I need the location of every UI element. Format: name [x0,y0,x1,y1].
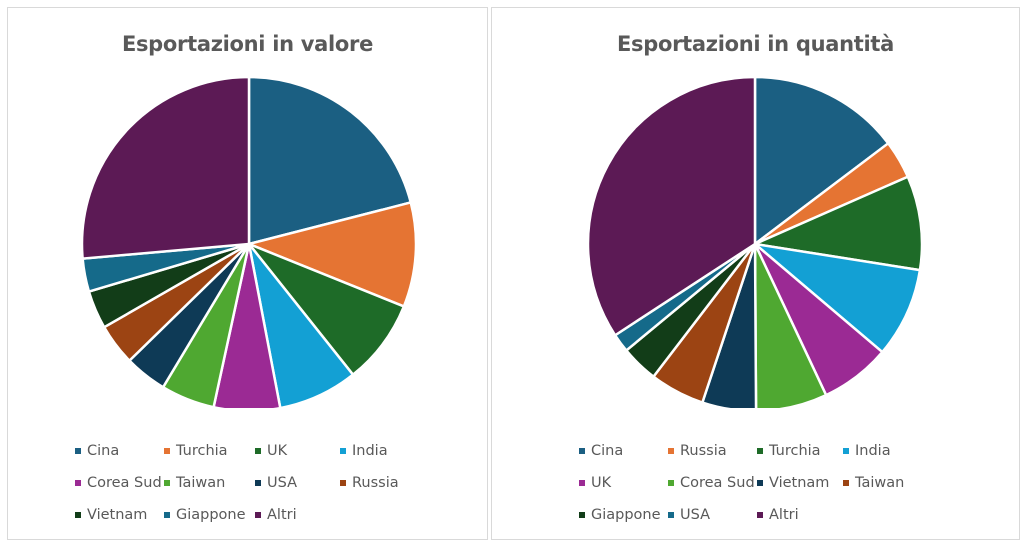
legend-swatch-icon [340,448,346,454]
chart-legend: Cina Turchia UK India Corea Sud Taiwan USA Russ… [8,8,489,541]
legend-swatch-icon [757,480,763,486]
legend-label: Turchia [176,443,228,459]
legend-item-turchia: Turchia [164,443,228,459]
legend-label: Turchia [769,443,821,459]
legend-swatch-icon [843,448,849,454]
legend-swatch-icon [668,512,674,518]
legend-swatch-icon [75,448,81,454]
legend-label: Giappone [591,507,661,523]
legend-item-uk: UK [255,443,287,459]
legend-item-uk: UK [579,475,611,491]
legend-swatch-icon [75,480,81,486]
legend-label: Vietnam [769,475,830,491]
legend-label: Cina [591,443,624,459]
pie-slice-turchia [247,201,418,308]
legend-label: USA [680,507,711,523]
pie-chart-quantita [586,75,924,408]
pie-slice-altri [586,75,757,337]
legend-swatch-icon [579,480,585,486]
legend-item-corea-sud: Corea Sud [668,475,755,491]
pie-slice-india [247,242,355,408]
legend-item-altri: Altri [757,507,799,523]
legend-item-giappone: Giappone [164,507,246,523]
legend-label: USA [267,475,298,491]
legend-swatch-icon [255,448,261,454]
legend-label: Russia [352,475,399,491]
chart-panel-valore: Esportazioni in valore Cina Turchia UK Indi… [7,7,488,540]
legend-item-russia: Russia [668,443,727,459]
legend-label: Corea Sud [680,475,755,491]
pie-slice-altri [80,75,251,260]
legend-swatch-icon [340,480,346,486]
legend-label: Taiwan [855,475,905,491]
legend-swatch-icon [164,448,170,454]
chart-legend: Cina Russia Turchia India UK Corea Sud Vietnam… [492,8,1021,541]
legend-label: Cina [87,443,120,459]
legend-item-cina: Cina [75,443,119,459]
legend-swatch-icon [579,512,585,518]
legend-label: Altri [267,507,297,523]
legend-item-vietnam: Vietnam [757,475,829,491]
legend-item-russia: Russia [340,475,399,491]
pie-slice-india [753,242,922,354]
legend-swatch-icon [579,448,585,454]
legend-swatch-icon [255,480,261,486]
legend-item-cina: Cina [579,443,623,459]
legend-label: India [352,443,388,459]
legend-label: Giappone [176,507,246,523]
legend-label: Corea Sud [87,475,162,491]
legend-swatch-icon [843,480,849,486]
legend-swatch-icon [757,512,763,518]
legend-item-vietnam: Vietnam [75,507,147,523]
pie-slice-corea-sud [753,242,828,408]
legend-item-corea-sud: Corea Sud [75,475,162,491]
chart-panel-quantita: Esportazioni in quantità Cina Russia Turch… [491,7,1020,540]
legend-item-india: India [340,443,388,459]
legend-label: India [855,443,891,459]
chart-title: Esportazioni in valore [121,32,374,56]
legend-swatch-icon [164,512,170,518]
legend-item-usa: USA [668,507,710,523]
pie-slice-cina [753,75,890,246]
legend-label: UK [267,443,288,459]
legend-label: UK [591,475,612,491]
legend-item-usa: USA [255,475,297,491]
legend-item-giappone: Giappone [579,507,661,523]
pie-slice-cina [247,75,413,246]
legend-swatch-icon [668,448,674,454]
legend-label: Altri [769,507,799,523]
legend-item-turchia: Turchia [757,443,821,459]
legend-swatch-icon [757,448,763,454]
legend-label: Vietnam [87,507,148,523]
legend-swatch-icon [164,480,170,486]
legend-label: Russia [680,443,727,459]
legend-label: Taiwan [176,475,226,491]
pie-chart-valore [80,75,418,408]
legend-swatch-icon [255,512,261,518]
chart-title: Esportazioni in quantità [617,32,894,56]
legend-item-india: India [843,443,891,459]
legend-swatch-icon [668,480,674,486]
legend-item-taiwan: Taiwan [843,475,904,491]
legend-item-altri: Altri [255,507,297,523]
pie-slice-turchia [753,175,924,272]
legend-item-taiwan: Taiwan [164,475,225,491]
legend-swatch-icon [75,512,81,518]
